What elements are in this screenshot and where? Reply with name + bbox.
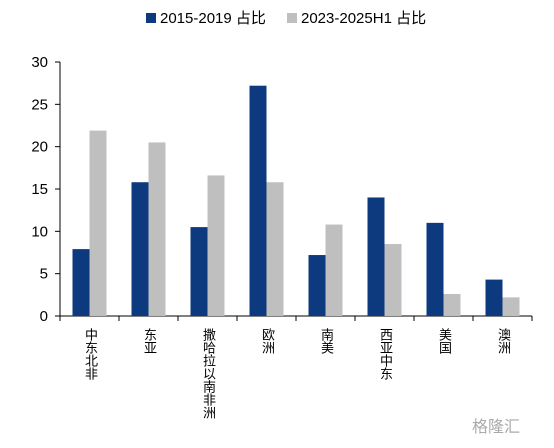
bar	[384, 244, 402, 316]
x-tick-label: 欧洲	[259, 328, 275, 354]
y-tick-label: 10	[31, 223, 48, 240]
y-tick-label: 20	[31, 139, 48, 156]
bar	[308, 255, 326, 316]
bar	[249, 85, 267, 316]
y-tick-label: 15	[31, 181, 48, 198]
bar	[131, 182, 149, 316]
bar	[89, 130, 107, 316]
x-tick-label: 美国	[436, 328, 452, 354]
y-tick-label: 25	[31, 96, 48, 113]
x-tick-label: 澳洲	[495, 327, 511, 354]
bar	[72, 249, 90, 316]
x-tick-label: 西亚中东	[377, 328, 393, 380]
bar	[485, 279, 503, 316]
bar	[190, 227, 208, 316]
bar	[207, 175, 225, 316]
x-tick-label: 东亚	[141, 328, 157, 354]
x-tick-label: 南美	[318, 327, 334, 354]
legend-swatch	[287, 13, 297, 23]
bar	[443, 293, 461, 316]
legend-label: 2023-2025H1 占比	[301, 10, 426, 27]
x-tick-label: 中东北非	[82, 328, 98, 380]
y-tick-label: 30	[31, 54, 48, 71]
y-tick-label: 0	[40, 308, 48, 325]
legend-swatch	[146, 13, 156, 23]
bar	[426, 222, 444, 316]
legend-label: 2015-2019 占比	[160, 10, 266, 27]
bar	[502, 297, 520, 316]
x-tick-label: 撒哈拉以南非洲	[200, 327, 216, 419]
bar	[148, 142, 166, 316]
bar	[367, 197, 385, 316]
y-tick-label: 5	[40, 266, 48, 283]
bar	[325, 224, 343, 316]
watermark: 格隆汇	[472, 417, 520, 436]
bar	[266, 182, 284, 316]
